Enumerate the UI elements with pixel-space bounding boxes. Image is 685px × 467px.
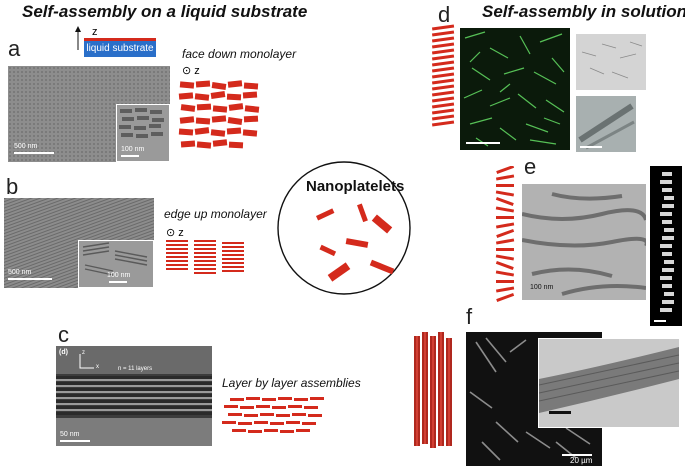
panel-letter-d: d	[438, 2, 451, 27]
panel-letter-c: c	[58, 322, 69, 347]
nanoplatelets-circle	[277, 161, 411, 295]
xz-axes-icon	[79, 354, 94, 369]
panel-letter-e: e	[524, 154, 537, 179]
panel-c-tag: (d)	[59, 349, 68, 356]
caption-face-down-monolayer: face down monolayer	[182, 47, 297, 61]
layer-by-layer-diagram	[222, 397, 324, 433]
edge-up-platelets-diagram	[166, 240, 244, 274]
panel-a-axis-z-label: z	[92, 26, 98, 38]
face-down-platelets-diagram	[178, 80, 260, 149]
circle-dot-icon: ⊙	[182, 65, 192, 77]
scale-label: 100 nm	[530, 284, 554, 291]
stacked-platelets-diagram	[431, 24, 455, 127]
scale-label-main: 500 nm	[8, 269, 32, 276]
tem-image-solution-top	[576, 34, 646, 90]
chain-texture	[654, 172, 674, 322]
layer-stack-texture	[56, 346, 212, 446]
scale-bar	[562, 454, 592, 456]
substrate-film	[84, 38, 156, 41]
scale-label-inset: 100 nm	[107, 272, 131, 279]
tem-image-face-down: 500 nm 100 nm	[8, 66, 170, 162]
tem-image-edge-up: 500 nm 100 nm	[4, 198, 154, 288]
tem-image-twisted-ribbons: 100 nm	[522, 184, 646, 300]
liquid-substrate-box: liquid substrate	[84, 41, 156, 57]
heading-solution: Self-assembly in solution	[482, 2, 685, 21]
tem-inset: 100 nm	[78, 240, 154, 288]
bundle-texture	[539, 347, 679, 414]
inset-scale-bar	[121, 155, 139, 157]
panel-b-z-indicator: ⊙ z	[166, 226, 184, 239]
panel-a-z-indicator: ⊙ z	[182, 64, 200, 77]
axis-z-label: z	[82, 350, 85, 356]
circle-dot-icon: ⊙	[166, 227, 176, 239]
scale-label: 20 µm	[570, 456, 593, 465]
panel-letter-f: f	[466, 304, 473, 329]
inset-texture	[119, 108, 164, 138]
layer-count-label: n = 11 layers	[118, 366, 153, 372]
tem-texture	[581, 41, 643, 79]
panel-letter-a: a	[8, 36, 21, 61]
scale-bar	[8, 278, 52, 280]
nanoplatelets-title: Nanoplatelets	[306, 178, 405, 195]
scale-bar	[14, 152, 54, 154]
tem-image-solution-bottom	[576, 96, 636, 152]
panel-a-z-label: z	[194, 65, 200, 77]
scale-label-main: 500 nm	[14, 143, 38, 150]
ribbons-texture	[522, 192, 646, 296]
panel-b-z-label: z	[178, 227, 184, 239]
tem-image-bundle-inset	[538, 338, 680, 428]
tem-inset: 100 nm	[116, 104, 170, 162]
twisted-stack-diagram	[495, 166, 515, 302]
green-fibers-texture	[463, 31, 565, 147]
dark-field-image-chain	[650, 166, 682, 326]
z-axis-arrow-icon	[75, 26, 81, 50]
bundle-stack-diagram	[414, 332, 452, 448]
heading-liquid-substrate: Self-assembly on a liquid substrate	[22, 2, 308, 21]
caption-edge-up-monolayer: edge up monolayer	[164, 207, 267, 221]
scale-label-inset: 100 nm	[121, 146, 145, 153]
inset-scale-bar	[109, 281, 127, 283]
scale-label: 50 nm	[60, 431, 80, 438]
inset-texture	[82, 242, 148, 276]
tem-image-layer-by-layer: (d) z x n = 11 layers 50 nm	[56, 346, 212, 446]
panel-letter-b: b	[6, 174, 19, 199]
scale-bar	[60, 440, 90, 442]
tem-texture	[578, 103, 635, 150]
fluorescence-image	[460, 28, 570, 150]
bundles-texture	[469, 337, 591, 461]
axis-x-label: x	[96, 364, 99, 370]
caption-layer-by-layer: Layer by layer assemblies	[222, 376, 361, 390]
